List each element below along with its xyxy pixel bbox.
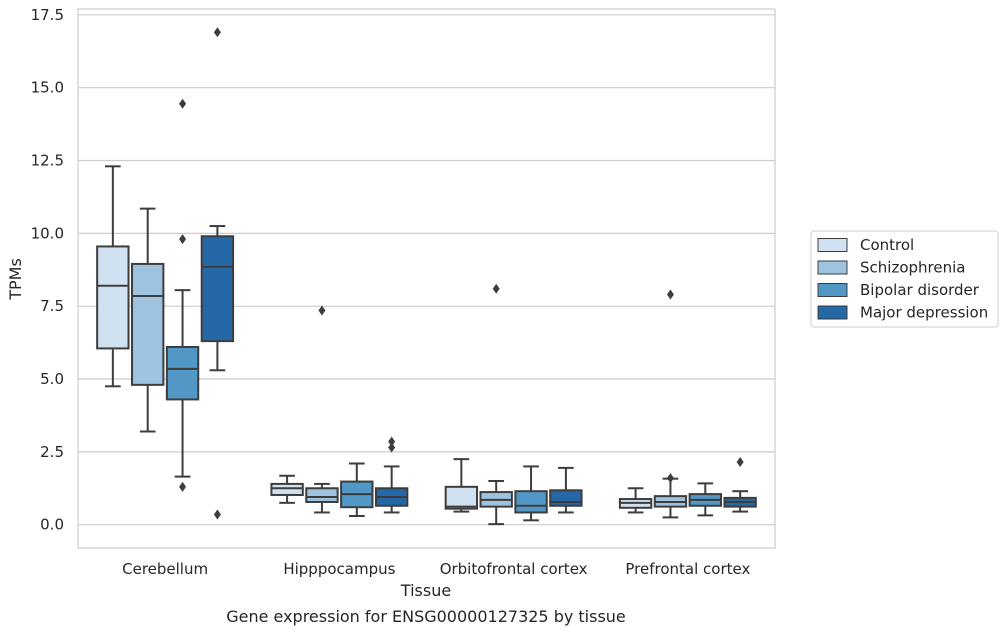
- x-tick-label: Cerebellum: [122, 560, 208, 578]
- legend-label: Major depression: [860, 304, 988, 322]
- outlier-point: [179, 481, 187, 492]
- outlier-point: [179, 98, 187, 109]
- box: [549, 489, 583, 507]
- chart-caption: Gene expression for ENSG00000127325 by t…: [226, 607, 626, 626]
- y-tick-label: 2.5: [40, 443, 64, 461]
- y-tick-label: 12.5: [31, 152, 64, 170]
- box-group: [479, 283, 513, 526]
- y-tick-labels: 0.0 2.5 5.0 7.5 10.0 12.5 15.0 17.5: [31, 6, 64, 534]
- y-tick-label: 17.5: [31, 6, 64, 24]
- outlier-point: [666, 473, 674, 484]
- box: [514, 490, 548, 514]
- legend-swatch: [817, 238, 848, 252]
- outlier-point: [388, 442, 396, 453]
- box-group: [200, 27, 235, 520]
- box-group: [131, 207, 165, 433]
- box-group: [688, 482, 722, 517]
- legend-swatch: [817, 305, 848, 320]
- legend: Control Schizophrenia Bipolar disorder Majo…: [810, 230, 999, 328]
- box-group: [305, 305, 339, 514]
- box-group: [618, 487, 653, 514]
- y-tick-label: 7.5: [40, 297, 64, 315]
- box-group: [549, 466, 583, 514]
- box: [165, 345, 200, 401]
- outlier-point: [736, 457, 744, 468]
- y-tick-label: 10.0: [31, 224, 64, 242]
- legend-swatch: [817, 283, 848, 297]
- y-tick-label: 15.0: [31, 79, 64, 97]
- boxes-layer: [96, 27, 757, 526]
- x-axis-label: Tissue: [400, 581, 451, 600]
- box: [96, 245, 130, 350]
- outlier-point: [213, 27, 221, 38]
- box-group: [165, 98, 200, 492]
- box-group: [723, 457, 757, 513]
- box: [305, 487, 339, 503]
- box-group: [340, 462, 374, 517]
- box: [131, 262, 165, 386]
- box: [270, 482, 304, 496]
- box-group: [514, 465, 548, 522]
- x-tick-label: Hipppocampus: [283, 560, 395, 578]
- y-tick-label: 0.0: [40, 516, 64, 534]
- outlier-point: [318, 305, 326, 316]
- legend-swatch: [817, 260, 848, 275]
- legend-frame: [810, 230, 999, 328]
- legend-label: Bipolar disorder: [860, 281, 980, 299]
- box-group: [653, 289, 688, 519]
- legend-label: Schizophrenia: [860, 259, 965, 277]
- x-tick-label: Prefrontal cortex: [625, 560, 750, 578]
- y-tick-label: 5.0: [40, 370, 64, 388]
- outlier-point: [179, 234, 187, 245]
- outlier-point: [213, 509, 221, 520]
- box-group: [374, 436, 409, 514]
- outlier-point: [388, 436, 396, 447]
- box: [200, 235, 235, 343]
- x-tick-labels: Cerebellum Hipppocampus Orbitofrontal cort…: [122, 560, 750, 578]
- box-group: [96, 165, 130, 388]
- box-group: [444, 458, 479, 513]
- y-axis-label: TPMs: [6, 258, 25, 301]
- box-group: [270, 474, 304, 504]
- x-tick-label: Orbitofrontal cortex: [440, 560, 588, 578]
- plot-frame: [77, 8, 776, 549]
- outlier-point: [666, 289, 674, 300]
- legend-label: Control: [860, 236, 914, 254]
- outlier-point: [492, 283, 500, 294]
- box: [444, 485, 479, 510]
